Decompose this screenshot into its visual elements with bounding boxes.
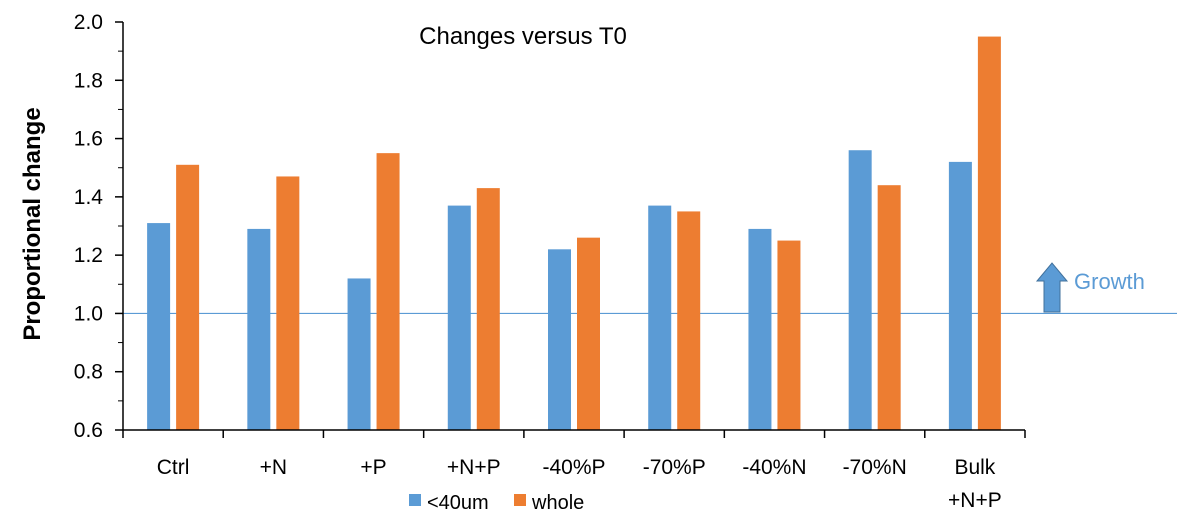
bar-lt40um bbox=[347, 278, 371, 430]
bar-lt40um bbox=[147, 223, 171, 430]
growth-label: Growth bbox=[1074, 269, 1145, 294]
x-category-label: Ctrl bbox=[157, 456, 190, 479]
y-tick-label: 0.6 bbox=[74, 419, 103, 442]
x-category-label: +P bbox=[360, 456, 386, 479]
bar-lt40um bbox=[548, 249, 571, 430]
bar-whole bbox=[677, 211, 701, 430]
legend-swatch-whole bbox=[514, 494, 526, 506]
growth-annotation: Growth bbox=[1035, 262, 1145, 313]
up-arrow-icon bbox=[1035, 262, 1069, 313]
bar-whole bbox=[276, 176, 300, 430]
y-tick-label: 1.0 bbox=[74, 302, 103, 325]
bar-whole bbox=[176, 164, 200, 431]
bar-lt40um bbox=[948, 161, 972, 430]
y-tick-label: 0.8 bbox=[74, 361, 103, 384]
x-category-label: +N+P bbox=[948, 489, 1002, 512]
chart-title: Changes versus T0 bbox=[419, 23, 627, 50]
bars-group bbox=[147, 36, 1001, 431]
legend-label-lt40um: <40um bbox=[427, 492, 489, 514]
y-tick-label: 1.8 bbox=[74, 69, 103, 92]
x-category-label: -70%N bbox=[843, 456, 907, 479]
axes-group bbox=[115, 21, 1026, 438]
x-category-label: +N+P bbox=[447, 456, 501, 479]
bar-whole bbox=[977, 36, 1001, 430]
legend: <40um whole bbox=[409, 492, 584, 514]
bar-lt40um bbox=[848, 150, 872, 430]
bar-whole bbox=[777, 240, 801, 430]
bar-lt40um bbox=[648, 205, 672, 430]
x-category-label: Bulk bbox=[954, 456, 995, 479]
legend-swatch-lt40um bbox=[409, 494, 421, 506]
bar-lt40um bbox=[748, 228, 772, 430]
bar-whole bbox=[577, 237, 600, 430]
bar-lt40um bbox=[247, 228, 271, 430]
bar-whole bbox=[376, 153, 400, 430]
y-tick-label: 1.4 bbox=[74, 186, 104, 209]
legend-label-whole: whole bbox=[531, 492, 584, 514]
bar-whole bbox=[476, 188, 500, 430]
x-category-label: +N bbox=[260, 456, 287, 479]
bar-whole bbox=[877, 185, 901, 430]
y-tick-label: 1.2 bbox=[74, 244, 103, 267]
x-category-label: -70%P bbox=[643, 456, 706, 479]
y-axis-label: Proportional change bbox=[19, 107, 46, 340]
bar-lt40um bbox=[447, 205, 471, 430]
y-tick-label: 2.0 bbox=[74, 11, 103, 34]
x-category-label: -40%P bbox=[542, 456, 605, 479]
x-category-label: -40%N bbox=[742, 456, 806, 479]
y-tick-label: 1.6 bbox=[74, 128, 103, 151]
